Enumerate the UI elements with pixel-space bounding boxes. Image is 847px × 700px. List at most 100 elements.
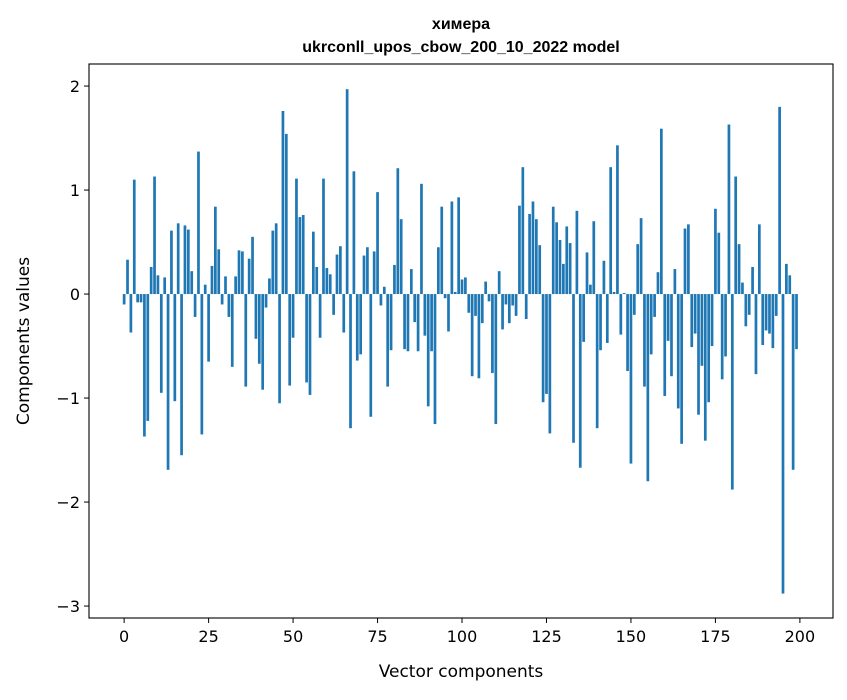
- bar-177: [720, 294, 724, 380]
- bar-188: [757, 224, 761, 295]
- bar-112: [501, 294, 504, 330]
- bar-91: [430, 294, 433, 352]
- bar-52: [298, 217, 302, 295]
- bar-14: [170, 230, 173, 295]
- bar-71: [362, 255, 366, 295]
- bar-192: [771, 294, 775, 349]
- bar-70: [359, 294, 363, 355]
- bar-75: [376, 192, 379, 295]
- bar-74: [372, 251, 376, 295]
- bar-109: [491, 294, 494, 374]
- bar-121: [531, 201, 535, 295]
- bar-174: [710, 294, 714, 347]
- bar-61: [328, 274, 332, 295]
- bar-32: [230, 294, 234, 367]
- bar-100: [460, 279, 464, 295]
- bar-122: [534, 219, 538, 295]
- x-axis-label: Vector components: [379, 662, 544, 682]
- bar-198: [791, 294, 795, 470]
- bar-196: [785, 263, 788, 295]
- bar-35: [241, 251, 244, 295]
- bar-3: [132, 179, 136, 295]
- bar-178: [724, 294, 727, 357]
- bar-67: [349, 294, 352, 429]
- bar-111: [497, 271, 501, 295]
- bar-37: [247, 258, 251, 295]
- bar-6: [143, 294, 146, 437]
- bar-5: [139, 294, 143, 303]
- bar-27: [214, 206, 217, 295]
- bar-13: [166, 294, 170, 470]
- bar-0: [122, 294, 126, 305]
- bar-154: [643, 294, 646, 387]
- bar-84: [406, 294, 410, 352]
- bar-19: [186, 229, 190, 295]
- bar-183: [741, 282, 744, 295]
- bar-116: [514, 294, 518, 316]
- bar-189: [761, 294, 765, 346]
- bar-24: [203, 284, 207, 295]
- bar-17: [180, 294, 183, 456]
- bar-150: [629, 294, 633, 464]
- bar-56: [311, 231, 315, 295]
- bar-142: [602, 260, 606, 295]
- bar-79: [389, 294, 393, 351]
- bar-54: [305, 294, 308, 383]
- x-tick-label: 75: [367, 627, 387, 646]
- bar-132: [568, 243, 572, 295]
- bar-164: [676, 294, 680, 409]
- bar-40: [257, 294, 261, 364]
- bar-98: [453, 291, 457, 295]
- bar-130: [562, 263, 565, 295]
- x-tick-label: 100: [447, 627, 478, 646]
- bar-135: [578, 294, 582, 468]
- bar-30: [224, 276, 227, 295]
- bar-145: [612, 291, 616, 295]
- bar-158: [656, 272, 660, 295]
- bar-166: [683, 228, 687, 295]
- y-tick-label: −3: [56, 597, 80, 616]
- bar-163: [673, 269, 677, 295]
- bar-167: [687, 224, 690, 295]
- bar-137: [585, 252, 589, 295]
- bar-127: [551, 206, 555, 295]
- bar-65: [342, 294, 346, 333]
- bar-110: [494, 294, 498, 425]
- bar-187: [754, 294, 758, 375]
- bar-161: [666, 294, 670, 341]
- bar-28: [217, 249, 221, 295]
- bar-10: [156, 275, 160, 295]
- bar-50: [291, 294, 295, 338]
- bar-90: [426, 294, 430, 407]
- x-tick-label: 50: [283, 627, 303, 646]
- bar-63: [335, 254, 339, 295]
- bar-64: [339, 246, 342, 295]
- bar-108: [487, 294, 491, 302]
- bar-29: [220, 294, 224, 305]
- bar-44: [271, 230, 275, 295]
- bar-21: [193, 294, 197, 317]
- bar-117: [518, 205, 521, 295]
- bar-86: [413, 294, 417, 323]
- bar-181: [734, 176, 738, 295]
- bar-140: [595, 294, 599, 429]
- bar-69: [355, 294, 359, 361]
- bar-156: [649, 294, 653, 355]
- bar-16: [176, 223, 180, 295]
- bar-46: [278, 294, 281, 404]
- bar-39: [254, 294, 258, 339]
- bar-169: [693, 294, 697, 334]
- bar-128: [555, 222, 558, 295]
- bar-125: [545, 294, 548, 394]
- bar-138: [589, 284, 592, 295]
- bar-80: [393, 264, 396, 295]
- bar-141: [599, 294, 602, 351]
- x-tick-label: 125: [531, 627, 562, 646]
- bars-group: [122, 89, 798, 594]
- bar-96: [447, 294, 450, 332]
- bar-134: [575, 210, 579, 295]
- bar-72: [366, 247, 369, 295]
- bar-126: [548, 294, 552, 434]
- y-tick-label: −2: [56, 493, 80, 512]
